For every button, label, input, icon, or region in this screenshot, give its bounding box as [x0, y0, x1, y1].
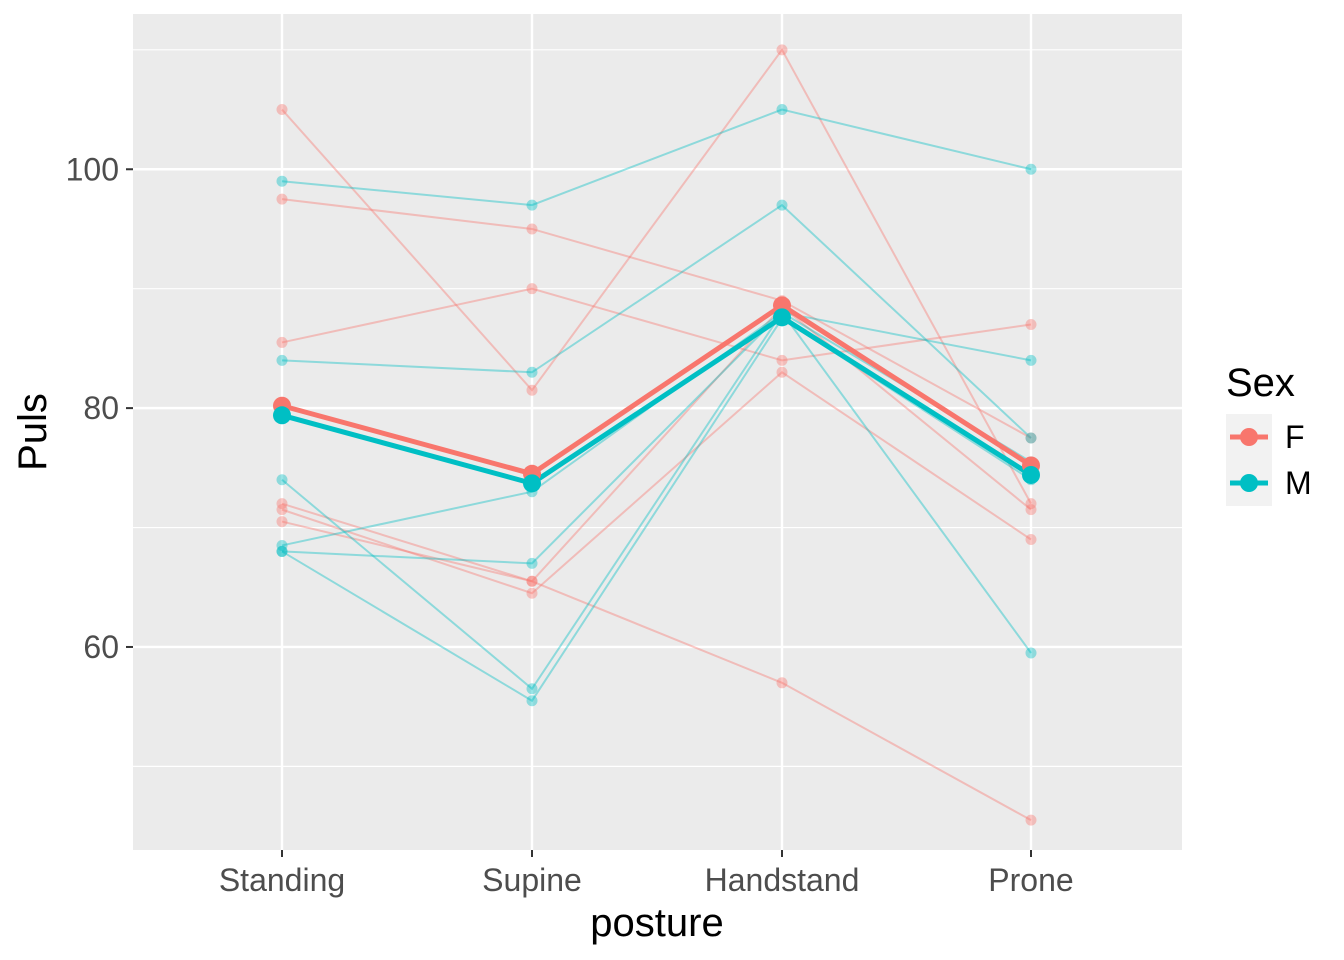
- individual-point: [526, 695, 538, 707]
- mean-point-M: [523, 474, 541, 493]
- minor-gridlines: [133, 49, 1182, 768]
- x-tick-label: Handstand: [705, 862, 860, 898]
- individual-line: [281, 305, 1032, 583]
- individual-point: [1025, 354, 1037, 366]
- individual-point: [1025, 432, 1037, 444]
- mean-line-F: [281, 302, 1033, 477]
- legend-label-M: M: [1285, 465, 1312, 501]
- individual-point: [526, 384, 538, 396]
- individual-point: [526, 575, 538, 587]
- individual-point: [276, 175, 288, 187]
- individual-point: [776, 199, 788, 211]
- individual-point: [276, 504, 288, 516]
- individual-line: [281, 317, 1032, 703]
- individual-point: [276, 539, 288, 551]
- legend-title: Sex: [1226, 361, 1295, 405]
- y-tick-label: 100: [66, 151, 119, 187]
- individual-point: [776, 44, 788, 56]
- x-axis-title: posture: [590, 901, 723, 945]
- mean-point-M: [1022, 465, 1040, 484]
- individual-point: [1025, 319, 1037, 331]
- individual-point: [1025, 533, 1037, 545]
- individual-line: [281, 203, 1032, 439]
- mean-line-M: [281, 314, 1033, 486]
- individual-point: [526, 199, 538, 211]
- individual-point: [526, 283, 538, 295]
- individual-point: [276, 516, 288, 528]
- individual-point: [1025, 647, 1037, 659]
- individual-points: [276, 44, 1037, 826]
- individual-line: [281, 287, 1032, 362]
- legend-label-F: F: [1285, 419, 1305, 455]
- x-axis: Standing Supine Handstand Prone: [219, 850, 1074, 898]
- individual-point: [276, 193, 288, 205]
- individual-point: [1025, 432, 1037, 444]
- individual-point: [1025, 498, 1037, 510]
- individual-point: [526, 223, 538, 235]
- x-tick-label: Prone: [988, 862, 1073, 898]
- y-axis: 60 80 100: [66, 151, 133, 665]
- individual-line: [281, 198, 1032, 439]
- individual-point: [276, 545, 288, 557]
- individual-point: [276, 104, 288, 116]
- individual-point: [276, 545, 288, 557]
- individual-point: [776, 366, 788, 378]
- mean-lines: [281, 302, 1033, 486]
- individual-point: [276, 498, 288, 510]
- individual-point: [1025, 504, 1037, 516]
- mean-point-M: [773, 308, 791, 327]
- y-tick-label: 80: [83, 390, 119, 426]
- legend: Sex FM: [1226, 361, 1312, 506]
- individual-point: [526, 557, 538, 569]
- legend-key-point: [1240, 428, 1258, 446]
- x-tick-label: Standing: [219, 862, 345, 898]
- legend-key-point: [1240, 474, 1258, 492]
- individual-point: [1025, 814, 1037, 826]
- individual-line: [281, 108, 1032, 207]
- individual-point: [776, 354, 788, 366]
- mean-points: [273, 296, 1040, 493]
- individual-point: [526, 575, 538, 587]
- individual-point: [776, 677, 788, 689]
- individual-point: [1025, 163, 1037, 175]
- individual-line: [281, 311, 1032, 691]
- individual-point: [276, 474, 288, 486]
- x-tick-label: Supine: [482, 862, 582, 898]
- individual-lines: [281, 47, 1032, 822]
- individual-point: [776, 104, 788, 116]
- individual-line: [281, 371, 1032, 595]
- mean-point-M: [273, 406, 291, 425]
- individual-point: [526, 366, 538, 378]
- major-gridlines: [133, 14, 1182, 850]
- legend-keys: FM: [1226, 414, 1312, 506]
- individual-point: [526, 587, 538, 599]
- individual-point: [526, 683, 538, 695]
- individual-line: [281, 502, 1032, 822]
- individual-point: [276, 336, 288, 348]
- individual-line: [281, 47, 1032, 505]
- individual-point: [276, 354, 288, 366]
- plot-panel: [133, 14, 1182, 850]
- y-tick-label: 60: [83, 629, 119, 665]
- y-axis-title: Puls: [11, 393, 55, 471]
